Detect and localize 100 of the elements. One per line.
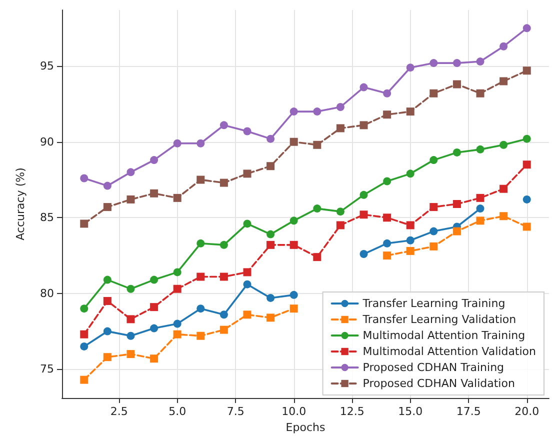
point — [243, 127, 252, 136]
point — [452, 227, 461, 236]
point — [173, 284, 182, 293]
point — [126, 284, 135, 293]
point — [476, 204, 484, 213]
point — [336, 103, 344, 111]
legend-label: Proposed CDHAN Training — [362, 361, 504, 374]
x-tick-label: 7.5 — [226, 405, 244, 418]
legend-label: Transfer Learning Training — [362, 297, 506, 310]
point — [243, 310, 252, 319]
point — [500, 77, 508, 86]
point — [173, 139, 182, 148]
point — [220, 121, 228, 130]
point — [406, 64, 414, 72]
point — [173, 320, 182, 328]
point — [290, 240, 298, 249]
y-tick-label: 90 — [40, 135, 54, 148]
point — [430, 156, 438, 164]
point — [452, 59, 461, 68]
point — [266, 230, 275, 238]
x-tick-label: 20.0 — [514, 405, 540, 418]
point — [196, 272, 205, 281]
point — [406, 236, 414, 244]
point — [383, 214, 392, 222]
point — [80, 376, 88, 384]
point — [196, 332, 205, 340]
point — [126, 195, 135, 204]
point — [290, 108, 298, 116]
x-tick-label: 2.5 — [110, 405, 128, 418]
point — [522, 160, 531, 169]
point — [103, 203, 112, 212]
point — [290, 138, 298, 146]
point — [430, 89, 438, 98]
legend-label: Transfer Learning Validation — [362, 313, 516, 326]
point — [196, 139, 205, 148]
point — [150, 276, 158, 284]
x-tick-label: 17.5 — [456, 405, 481, 418]
point — [150, 189, 158, 198]
legend-label: Multimodal Attention Validation — [362, 345, 536, 358]
point — [150, 156, 158, 164]
point — [406, 170, 414, 178]
point — [452, 80, 461, 88]
point — [452, 148, 461, 156]
point — [220, 272, 228, 281]
point — [196, 304, 205, 313]
point — [522, 222, 531, 231]
point — [173, 268, 182, 276]
point — [360, 250, 368, 258]
point — [243, 220, 252, 228]
point — [150, 354, 158, 363]
point — [150, 303, 158, 312]
point — [173, 330, 182, 338]
point — [476, 89, 484, 98]
point — [220, 240, 228, 249]
point — [126, 168, 135, 176]
point — [336, 208, 344, 216]
point — [522, 24, 531, 32]
point — [80, 304, 88, 313]
point — [220, 178, 228, 187]
point — [383, 252, 392, 260]
point — [500, 212, 508, 220]
point — [313, 253, 322, 262]
point — [126, 332, 135, 340]
point — [103, 327, 112, 336]
point — [313, 108, 322, 116]
point — [383, 110, 392, 119]
point — [266, 314, 275, 322]
point — [103, 297, 112, 305]
point — [290, 290, 298, 299]
point — [430, 59, 438, 68]
point — [406, 221, 414, 230]
x-tick-label: 15.0 — [398, 405, 423, 418]
point — [476, 216, 484, 225]
point — [196, 239, 205, 248]
y-tick-label: 85 — [40, 211, 54, 224]
point — [476, 194, 484, 202]
point — [430, 242, 438, 250]
point — [220, 326, 228, 334]
point — [220, 310, 228, 319]
point — [243, 170, 252, 178]
point — [266, 162, 275, 170]
point — [80, 174, 88, 182]
x-tick-label: 12.5 — [340, 405, 364, 418]
point — [383, 177, 392, 186]
point — [336, 221, 344, 230]
point — [406, 246, 414, 255]
point — [80, 342, 88, 350]
point — [243, 280, 252, 288]
point — [266, 134, 275, 143]
x-tick-label: 10.0 — [282, 405, 306, 418]
point — [360, 83, 368, 92]
point — [80, 220, 88, 228]
x-axis-title: Epochs — [286, 421, 326, 434]
y-tick-label: 75 — [40, 362, 54, 376]
point — [383, 89, 392, 98]
point — [243, 268, 252, 276]
point — [103, 353, 112, 362]
point — [290, 216, 298, 225]
point — [522, 195, 531, 204]
point — [500, 184, 508, 193]
